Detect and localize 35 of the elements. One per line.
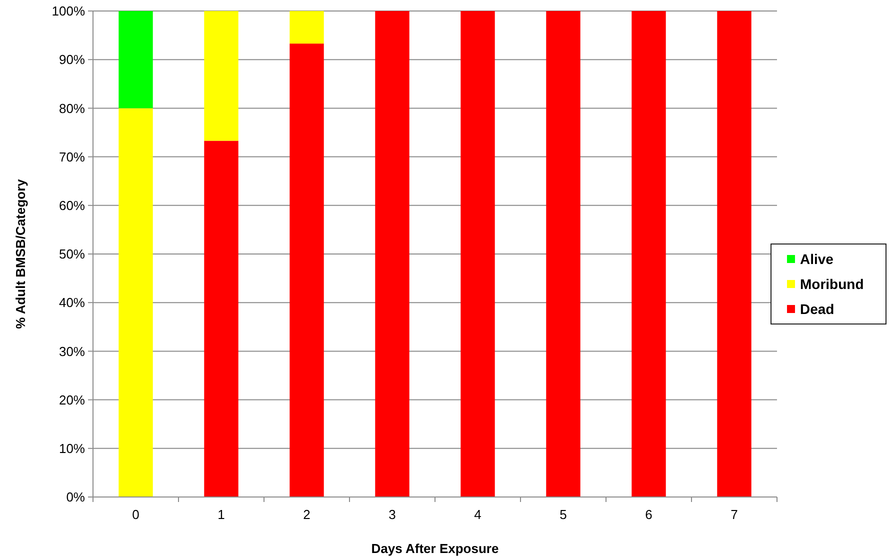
x-tick-label: 5: [560, 507, 567, 522]
bar: [632, 11, 666, 497]
bar: [717, 11, 752, 497]
y-tick-label: 70%: [58, 149, 86, 164]
x-tick-label: 0: [132, 507, 140, 522]
bar: [118, 108, 153, 497]
x-tick-label: 6: [645, 507, 652, 522]
y-tick-label: 50%: [58, 246, 86, 262]
y-tick-label: 100%: [52, 4, 86, 19]
bar: [546, 11, 580, 497]
bar: [204, 11, 238, 141]
x-tick-label: 3: [388, 507, 396, 522]
legend-label: Alive: [800, 250, 834, 267]
y-tick-label: 30%: [58, 344, 86, 359]
y-tick-label: 80%: [58, 100, 86, 116]
y-tick-label: 10%: [58, 440, 86, 456]
bar: [375, 11, 410, 497]
y-tick-label: 60%: [58, 198, 86, 213]
y-tick-label: 40%: [58, 295, 86, 310]
y-tick-label: 20%: [58, 392, 86, 408]
bar: [118, 11, 153, 108]
bar: [290, 11, 324, 44]
x-tick-label: 4: [474, 507, 482, 522]
bar: [460, 11, 495, 497]
x-tick-label: 7: [730, 507, 738, 522]
x-tick-label: 2: [303, 507, 310, 522]
y-tick-label: 90%: [58, 52, 86, 68]
legend-label: Dead: [800, 300, 834, 317]
y-axis-title: % Adult BMSB/Category: [13, 178, 28, 329]
x-axis-title: Days After Exposure: [371, 541, 499, 556]
y-tick-label: 0%: [66, 490, 86, 505]
legend-label: Moribund: [800, 276, 864, 292]
bar: [290, 44, 324, 497]
x-tick-label: 1: [218, 507, 225, 522]
bar: [204, 140, 238, 497]
